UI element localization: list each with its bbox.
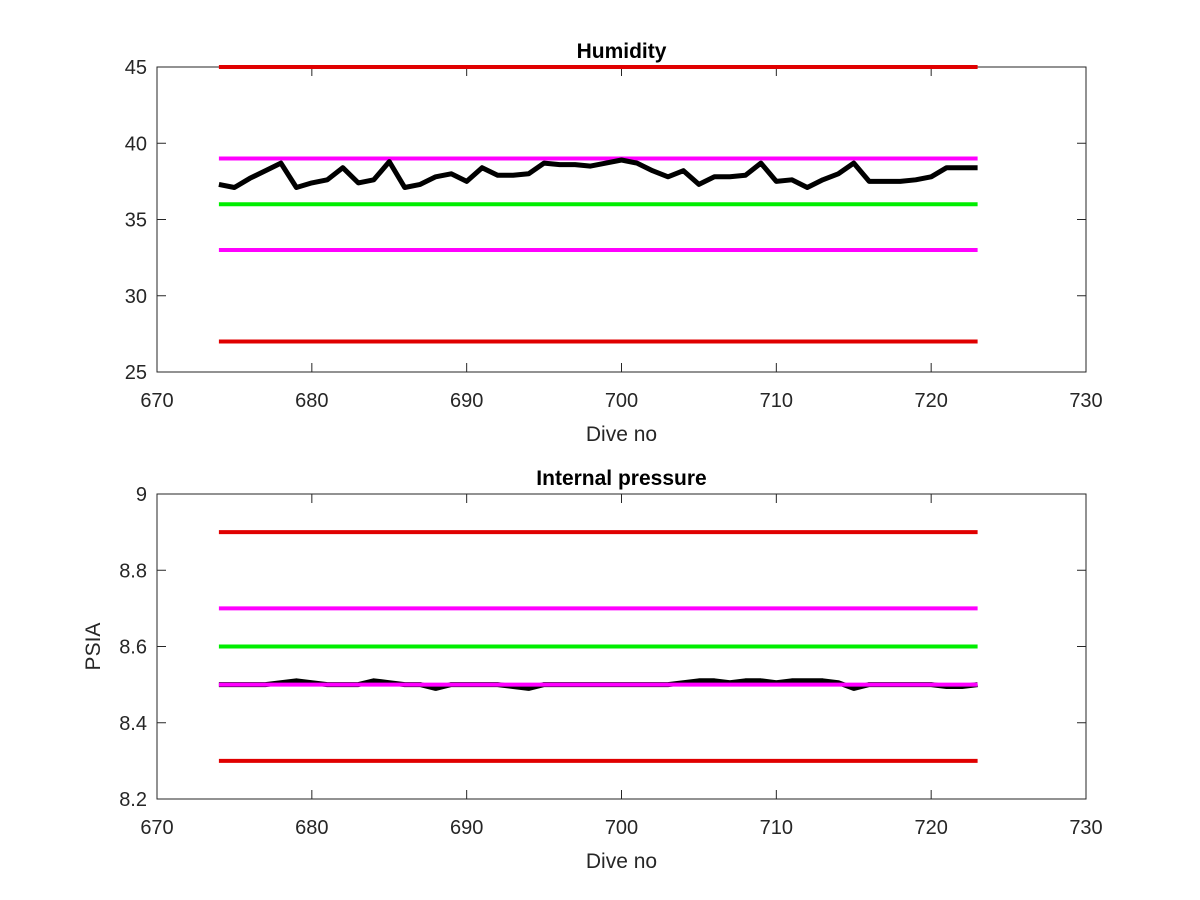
pressure-x-tick-label: 710 <box>760 817 793 839</box>
humidity-x-tick-label: 680 <box>295 390 328 412</box>
pressure-y-tick-label: 9 <box>136 484 147 506</box>
pressure-x-tick-label: 700 <box>605 817 638 839</box>
pressure-x-tick-label: 680 <box>295 817 328 839</box>
humidity-y-tick-label: 45 <box>125 57 147 79</box>
humidity-y-tick-label: 30 <box>125 286 147 308</box>
pressure-ticks: 670 680 690 700 710 720 730 8.2 8.4 8.6 8.8 9 <box>119 484 1103 839</box>
pressure-x-tick-label: 720 <box>914 817 947 839</box>
pressure-x-tick-label: 670 <box>140 817 173 839</box>
humidity-x-tick-label: 730 <box>1069 390 1102 412</box>
pressure-title: Internal pressure <box>536 467 706 490</box>
pressure-y-axis-label: PSIA <box>82 623 105 671</box>
pressure-plot: 670 680 690 700 710 720 730 8.2 8.4 8.6 8.8 9 Inter… <box>82 467 1103 873</box>
humidity-y-tick-label: 35 <box>125 210 147 232</box>
humidity-series-line-5 <box>218 157 978 190</box>
humidity-title: Humidity <box>577 40 667 63</box>
humidity-y-tick-label: 40 <box>125 133 147 155</box>
pressure-y-tick-label: 8.4 <box>119 713 147 735</box>
humidity-x-axis-label: Dive no <box>586 423 657 446</box>
humidity-y-tick-label: 25 <box>125 362 147 384</box>
pressure-lines <box>218 530 978 763</box>
humidity-x-tick-label: 700 <box>605 390 638 412</box>
humidity-lines <box>218 65 978 344</box>
humidity-ticks: 670 680 690 700 710 720 730 25 30 35 40 45 <box>125 57 1103 412</box>
pressure-y-tick-label: 8.8 <box>119 560 147 582</box>
humidity-x-tick-label: 670 <box>140 390 173 412</box>
pressure-x-tick-label: 690 <box>450 817 483 839</box>
humidity-x-tick-label: 710 <box>760 390 793 412</box>
humidity-x-tick-label: 690 <box>450 390 483 412</box>
pressure-x-tick-label: 730 <box>1069 817 1102 839</box>
humidity-x-tick-label: 720 <box>914 390 947 412</box>
humidity-axes-frame <box>156 66 1087 373</box>
pressure-x-axis-label: Dive no <box>586 850 657 873</box>
humidity-plot: 670 680 690 700 710 720 730 25 30 35 40 45 Humidity… <box>125 40 1103 446</box>
pressure-y-tick-label: 8.6 <box>119 637 147 659</box>
pressure-y-tick-label: 8.2 <box>119 789 147 811</box>
